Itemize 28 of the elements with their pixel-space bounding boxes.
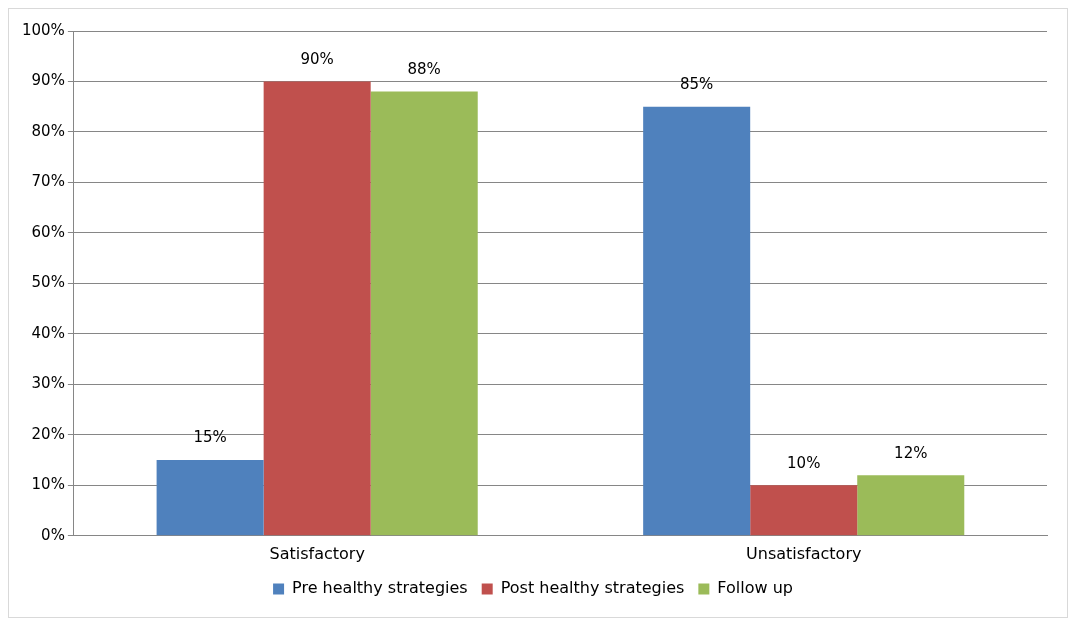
data-label: 90% [300, 49, 334, 68]
y-tick-label: 50% [31, 273, 65, 292]
y-tick-label: 40% [31, 323, 65, 342]
bar [643, 106, 751, 536]
y-tick-label: 30% [31, 374, 65, 393]
y-tick-label: 70% [31, 172, 65, 191]
data-label: 15% [193, 428, 227, 447]
y-tick-label: 60% [31, 222, 65, 241]
legend-label: Follow up [717, 578, 793, 598]
y-tick-label: 100% [21, 20, 65, 39]
bar [263, 81, 371, 536]
y-tick-label: 90% [31, 71, 65, 90]
y-tick-label: 10% [31, 475, 65, 494]
bar [857, 475, 965, 536]
bar [156, 460, 264, 536]
y-tick-label: 0% [41, 525, 65, 544]
x-tick-label: Unsatisfactory [746, 543, 862, 563]
legend-label: Pre healthy strategies [292, 578, 468, 598]
legend-label: Post healthy strategies [500, 578, 685, 598]
data-label: 88% [407, 59, 441, 78]
data-label: 10% [787, 453, 821, 472]
data-label: 85% [680, 75, 714, 94]
bar [750, 485, 858, 536]
y-tick-label: 80% [31, 121, 65, 140]
y-tick-label: 20% [31, 424, 65, 443]
data-label: 12% [894, 443, 928, 462]
x-tick-label: Satisfactory [269, 543, 365, 563]
bar [370, 91, 478, 536]
